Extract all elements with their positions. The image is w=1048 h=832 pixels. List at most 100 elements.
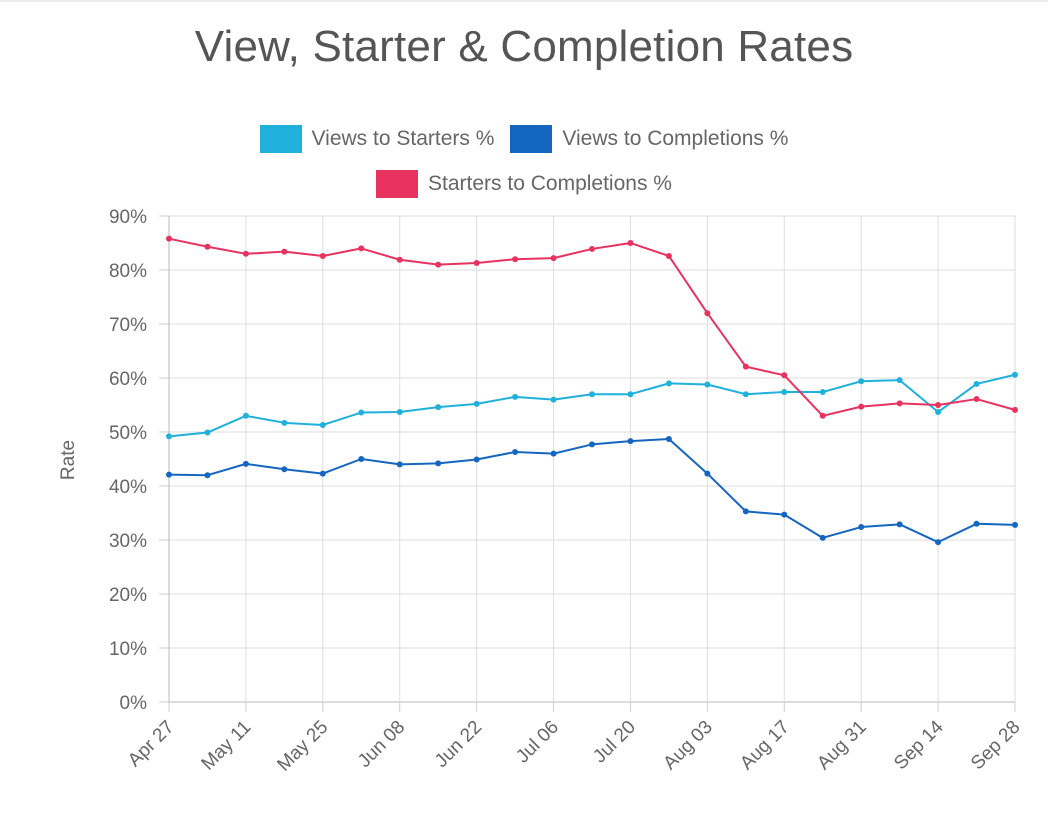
data-point[interactable] <box>973 520 980 527</box>
data-point[interactable] <box>935 409 942 416</box>
data-point[interactable] <box>512 256 519 263</box>
data-point[interactable] <box>166 235 172 242</box>
data-point[interactable] <box>396 461 403 468</box>
data-point[interactable] <box>704 310 711 317</box>
series-1 <box>166 436 1018 546</box>
x-tick-label: Jun 08 <box>354 717 409 772</box>
data-point[interactable] <box>550 450 557 457</box>
data-point[interactable] <box>704 470 711 477</box>
x-tick-label: Jul 06 <box>512 717 563 768</box>
data-point[interactable] <box>204 472 211 479</box>
data-point[interactable] <box>781 389 788 396</box>
data-point[interactable] <box>281 466 288 473</box>
x-tick-label: Jul 20 <box>589 717 640 768</box>
data-point[interactable] <box>819 534 826 541</box>
data-point[interactable] <box>435 261 442 268</box>
chart-grid <box>159 215 1016 712</box>
data-point[interactable] <box>204 243 211 250</box>
data-point[interactable] <box>166 433 172 440</box>
data-point[interactable] <box>665 252 672 259</box>
data-point[interactable] <box>781 511 788 518</box>
y-tick-label: 30% <box>109 531 147 552</box>
data-point[interactable] <box>204 429 211 436</box>
data-point[interactable] <box>858 403 865 410</box>
data-point[interactable] <box>512 448 519 455</box>
data-point[interactable] <box>742 508 749 515</box>
data-point[interactable] <box>550 396 557 403</box>
legend-row-2: Starters to Completions % <box>0 170 1048 198</box>
data-point[interactable] <box>627 438 634 445</box>
data-point[interactable] <box>858 378 865 385</box>
data-point[interactable] <box>973 396 980 403</box>
y-tick-label: 40% <box>109 477 147 498</box>
y-tick-label: 80% <box>109 261 147 282</box>
data-point[interactable] <box>973 380 980 387</box>
data-point[interactable] <box>319 252 326 259</box>
legend-label-views-to-completions: Views to Completions % <box>562 127 789 150</box>
data-point[interactable] <box>781 372 788 379</box>
data-point[interactable] <box>742 363 749 370</box>
data-point[interactable] <box>242 250 249 257</box>
data-point[interactable] <box>627 240 634 246</box>
data-point[interactable] <box>819 389 826 396</box>
legend-item-starters-to-completions[interactable]: Starters to Completions % <box>376 170 672 198</box>
legend-item-views-to-completions[interactable]: Views to Completions % <box>510 125 788 153</box>
data-point[interactable] <box>935 539 942 546</box>
data-point[interactable] <box>935 402 942 408</box>
data-point[interactable] <box>281 248 288 255</box>
data-point[interactable] <box>396 409 403 416</box>
data-point[interactable] <box>627 391 634 398</box>
data-point[interactable] <box>704 381 711 388</box>
data-point[interactable] <box>896 377 903 384</box>
x-tick-label: Aug 17 <box>736 717 793 774</box>
data-point[interactable] <box>1012 406 1018 413</box>
data-point[interactable] <box>858 524 865 531</box>
data-point[interactable] <box>589 245 595 252</box>
data-point[interactable] <box>665 380 672 387</box>
series-line <box>168 438 1016 544</box>
data-point[interactable] <box>473 259 480 266</box>
data-point[interactable] <box>358 245 365 252</box>
data-point[interactable] <box>242 460 249 467</box>
data-point[interactable] <box>435 460 442 467</box>
legend-swatch-views-to-completions <box>510 125 553 153</box>
data-point[interactable] <box>358 456 365 462</box>
data-point[interactable] <box>742 391 749 398</box>
data-point[interactable] <box>819 412 826 419</box>
data-point[interactable] <box>435 404 442 411</box>
data-point[interactable] <box>473 456 480 463</box>
legend-row-1: Views to Starters % Views to Completions… <box>0 125 1048 153</box>
chart-series <box>166 235 1018 546</box>
data-point[interactable] <box>589 391 595 398</box>
data-point[interactable] <box>319 421 326 428</box>
data-point[interactable] <box>512 393 519 400</box>
data-point[interactable] <box>166 471 172 478</box>
y-tick-label: 0% <box>120 693 148 714</box>
data-point[interactable] <box>242 412 249 419</box>
x-tick-label: Apr 27 <box>124 717 178 771</box>
data-point[interactable] <box>896 400 903 407</box>
data-point[interactable] <box>665 436 672 443</box>
y-axis-ticks: 0% 10% 20% 30% 40% 50% 60% 70% 80% 90% <box>109 207 147 714</box>
x-axis-ticks: Apr 27 May 11 May 25 Jun 08 Jun 22 Jul 06 Jul … <box>124 716 1024 775</box>
data-point[interactable] <box>1012 521 1018 528</box>
data-point[interactable] <box>550 255 557 262</box>
series-line <box>168 373 1016 438</box>
legend-swatch-starters-to-completions <box>376 170 419 198</box>
series-line <box>168 237 1016 417</box>
y-tick-label: 60% <box>109 369 147 390</box>
top-divider <box>0 0 1048 2</box>
data-point[interactable] <box>1012 371 1018 378</box>
data-point[interactable] <box>896 521 903 528</box>
data-point[interactable] <box>396 256 403 263</box>
data-point[interactable] <box>358 409 365 416</box>
x-tick-label: Aug 03 <box>659 717 716 774</box>
data-point[interactable] <box>473 400 480 407</box>
y-tick-label: 90% <box>109 207 147 228</box>
legend-item-views-to-starters[interactable]: Views to Starters % <box>259 125 494 153</box>
data-point[interactable] <box>319 470 326 477</box>
data-point[interactable] <box>589 441 595 448</box>
data-point[interactable] <box>281 419 288 426</box>
x-tick-label: Aug 31 <box>813 717 870 774</box>
